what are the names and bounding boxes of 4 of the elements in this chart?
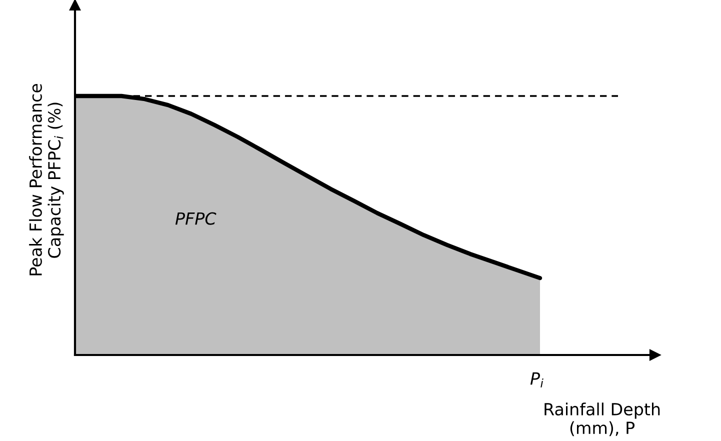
y-axis-title: Peak Flow Performance Capacity PFPC$_{i}$ (%) — [29, 84, 64, 276]
text: P$_{i}$ — [530, 372, 544, 388]
annotation: PFPC — [175, 212, 216, 225]
x-axis-title: Rainfall Depth (mm), P — [544, 402, 660, 436]
